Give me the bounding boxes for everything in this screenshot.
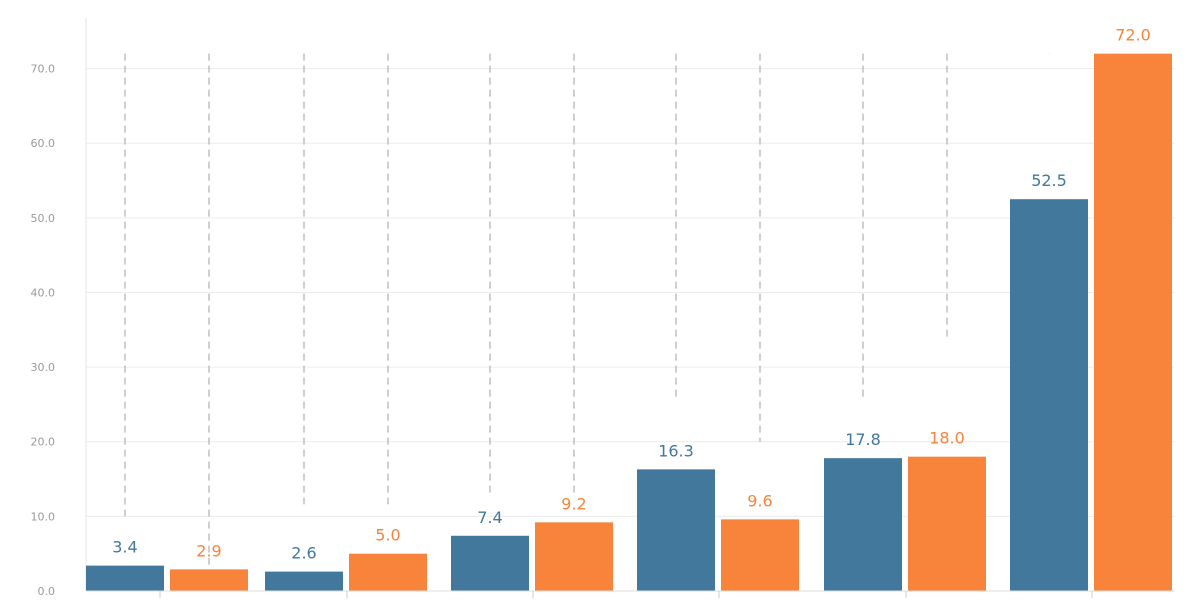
bar [86,565,164,591]
data-label: 2.9 [196,541,221,560]
y-tick-label: 40.0 [31,286,56,299]
bar [908,456,986,591]
bar [1010,199,1088,591]
bar [535,522,613,591]
bar [637,469,715,591]
data-label: 5.0 [375,526,400,545]
y-tick-label: 20.0 [31,436,56,449]
bar [170,569,248,591]
bar [265,571,343,591]
bar [451,535,529,591]
data-label: 18.0 [929,429,965,448]
data-label: 2.6 [291,544,316,563]
y-tick-label: 30.0 [31,361,56,374]
bar [349,553,427,591]
bar [1094,53,1172,591]
data-label: 3.4 [112,538,137,557]
bar [824,458,902,591]
y-tick-label: 70.0 [31,63,56,76]
data-label: 9.6 [747,491,772,510]
data-label: 16.3 [658,441,694,460]
data-label: 72.0 [1115,26,1151,45]
y-tick-label: 60.0 [31,137,56,150]
y-tick-label: 10.0 [31,510,56,523]
data-label: 7.4 [477,508,502,527]
y-tick-label: 50.0 [31,212,56,225]
bar [721,519,799,591]
data-label: 9.2 [561,494,586,513]
data-label: 52.5 [1031,171,1067,190]
y-tick-label: 0.0 [38,585,56,598]
data-label: 17.8 [845,430,881,449]
